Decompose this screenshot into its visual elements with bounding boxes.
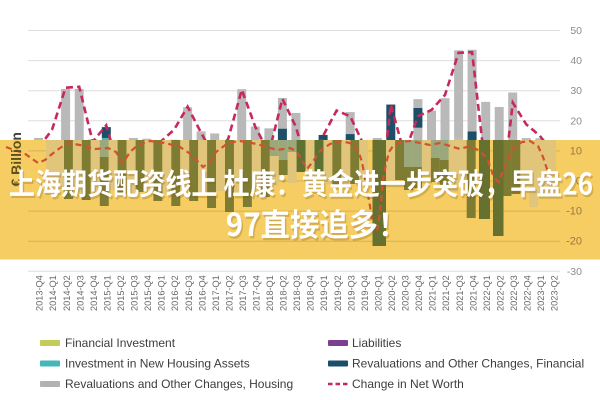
svg-text:2017-Q2: 2017-Q2 <box>224 275 234 311</box>
svg-text:2019-Q1: 2019-Q1 <box>319 275 329 311</box>
svg-text:2017-Q1: 2017-Q1 <box>211 275 221 311</box>
svg-text:2022-Q1: 2022-Q1 <box>482 275 492 311</box>
svg-text:2015-Q4: 2015-Q4 <box>143 275 153 311</box>
svg-text:-10: -10 <box>566 206 582 218</box>
svg-text:2023-Q2: 2023-Q2 <box>550 275 560 311</box>
svg-text:2021-Q2: 2021-Q2 <box>441 275 451 311</box>
svg-text:2020-Q2: 2020-Q2 <box>387 275 397 311</box>
svg-text:2022-Q2: 2022-Q2 <box>495 275 505 311</box>
svg-text:2015-Q2: 2015-Q2 <box>116 275 126 311</box>
svg-text:2017-Q3: 2017-Q3 <box>238 275 248 311</box>
svg-text:2019-Q4: 2019-Q4 <box>360 275 370 311</box>
svg-text:30: 30 <box>570 85 582 97</box>
svg-text:2023-Q1: 2023-Q1 <box>536 275 546 311</box>
svg-text:2015-Q3: 2015-Q3 <box>130 275 140 311</box>
svg-text:2015-Q1: 2015-Q1 <box>103 275 113 311</box>
svg-text:2021-Q1: 2021-Q1 <box>428 275 438 311</box>
svg-text:-20: -20 <box>566 236 582 248</box>
svg-text:2020-Q4: 2020-Q4 <box>414 275 424 311</box>
svg-text:Financial Investment: Financial Investment <box>65 336 176 350</box>
svg-text:2014-Q3: 2014-Q3 <box>75 275 85 311</box>
svg-text:2018-Q1: 2018-Q1 <box>265 275 275 311</box>
svg-text:2022-Q4: 2022-Q4 <box>523 275 533 311</box>
svg-text:2014-Q2: 2014-Q2 <box>62 275 72 311</box>
svg-text:2021-Q3: 2021-Q3 <box>455 275 465 311</box>
svg-text:Change in Net Worth: Change in Net Worth <box>352 377 464 391</box>
svg-text:Liabilities: Liabilities <box>352 336 401 350</box>
svg-text:Revaluations and Other Changes: Revaluations and Other Changes, Financia… <box>352 357 584 371</box>
svg-text:Investment in New Housing Asse: Investment in New Housing Assets <box>65 357 250 371</box>
svg-text:2019-Q3: 2019-Q3 <box>346 275 356 311</box>
svg-text:2014-Q4: 2014-Q4 <box>89 275 99 311</box>
svg-text:2020-Q3: 2020-Q3 <box>401 275 411 311</box>
svg-text:2018-Q4: 2018-Q4 <box>306 275 316 311</box>
svg-text:2020-Q1: 2020-Q1 <box>373 275 383 311</box>
svg-text:2016-Q2: 2016-Q2 <box>170 275 180 311</box>
svg-text:Revaluations and Other Changes: Revaluations and Other Changes, Housing <box>65 377 293 391</box>
svg-text:2014-Q1: 2014-Q1 <box>48 275 58 311</box>
svg-text:2018-Q2: 2018-Q2 <box>279 275 289 311</box>
svg-text:10: 10 <box>570 145 582 157</box>
svg-text:0: 0 <box>576 176 582 188</box>
svg-text:50: 50 <box>570 25 582 37</box>
svg-text:2013-Q4: 2013-Q4 <box>35 275 45 311</box>
svg-text:2016-Q3: 2016-Q3 <box>184 275 194 311</box>
svg-text:2022-Q3: 2022-Q3 <box>509 275 519 311</box>
svg-text:20: 20 <box>570 115 582 127</box>
svg-text:2018-Q3: 2018-Q3 <box>292 275 302 311</box>
svg-text:2021-Q4: 2021-Q4 <box>468 275 478 311</box>
svg-text:-30: -30 <box>567 266 582 278</box>
svg-text:2016-Q4: 2016-Q4 <box>197 275 207 311</box>
svg-text:2019-Q2: 2019-Q2 <box>333 275 343 311</box>
svg-text:2016-Q1: 2016-Q1 <box>157 275 167 311</box>
svg-text:40: 40 <box>570 55 582 67</box>
svg-text:2017-Q4: 2017-Q4 <box>252 275 262 311</box>
